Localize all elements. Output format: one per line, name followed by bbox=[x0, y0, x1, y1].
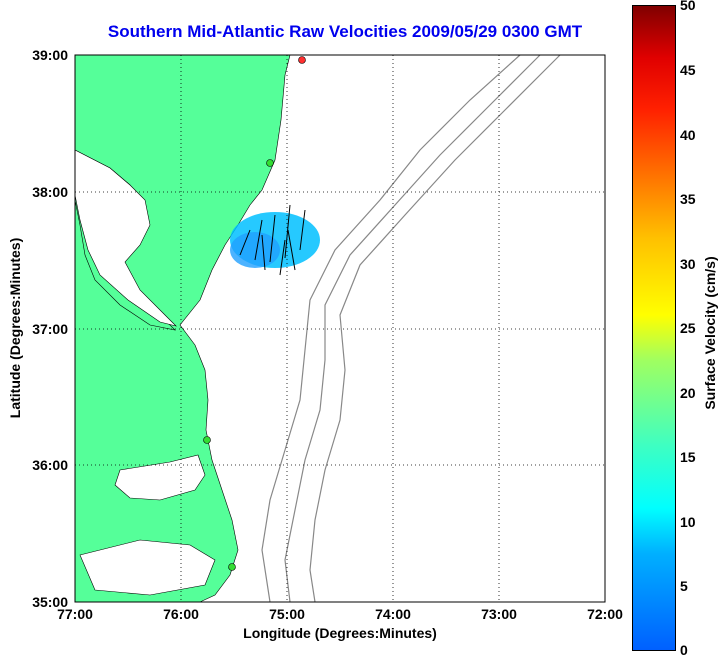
colorbar-tick: 50 bbox=[680, 0, 696, 13]
colorbar-tick: 15 bbox=[680, 449, 696, 465]
x-tick-label: 72:00 bbox=[587, 606, 623, 622]
velocity-field bbox=[230, 204, 320, 276]
colorbar-tick: 40 bbox=[680, 127, 696, 143]
grid-lines bbox=[75, 55, 605, 602]
x-tick-label: 77:00 bbox=[57, 606, 93, 622]
radar-site-marker bbox=[203, 436, 211, 444]
bay-water bbox=[74, 149, 177, 327]
depth-contour-3 bbox=[309, 54, 561, 603]
colorbar-tick: 25 bbox=[680, 320, 696, 336]
y-axis-label: Latitude (Degrees:Minutes) bbox=[7, 237, 23, 419]
colorbar-tick: 45 bbox=[680, 62, 696, 78]
radar-site-marker bbox=[266, 159, 274, 167]
sound-water bbox=[114, 454, 206, 501]
plot-border bbox=[74, 54, 606, 603]
y-tick-label: 36:00 bbox=[32, 457, 68, 473]
y-tick-label: 38:00 bbox=[32, 184, 68, 200]
colorbar-tick: 20 bbox=[680, 385, 696, 401]
map-title: Southern Mid-Atlantic Raw Velocities 200… bbox=[107, 22, 583, 41]
colorbar-label: Surface Velocity (cm/s) bbox=[702, 256, 718, 410]
x-tick-label: 73:00 bbox=[481, 606, 517, 622]
x-tick-label: 75:00 bbox=[269, 606, 305, 622]
depth-contour-2 bbox=[284, 54, 541, 603]
colorbar-tick: 30 bbox=[680, 256, 696, 272]
y-tick-label: 39:00 bbox=[32, 47, 68, 63]
radar-site-marker bbox=[298, 56, 306, 64]
colorbar-tick: 10 bbox=[680, 514, 696, 530]
y-tick-label: 35:00 bbox=[32, 594, 68, 610]
y-tick-label: 37:00 bbox=[32, 321, 68, 337]
x-axis-label: Longitude (Degrees:Minutes) bbox=[243, 625, 437, 641]
radar-site-marker bbox=[228, 563, 236, 571]
colorbar bbox=[632, 5, 676, 651]
x-tick-label: 74:00 bbox=[375, 606, 411, 622]
colorbar-tick: 5 bbox=[680, 578, 688, 594]
sound-water-2 bbox=[79, 539, 216, 596]
colorbar-tick: 35 bbox=[680, 191, 696, 207]
colorbar-tick: 0 bbox=[680, 642, 688, 658]
depth-contour-1 bbox=[261, 54, 521, 603]
x-tick-label: 76:00 bbox=[163, 606, 199, 622]
